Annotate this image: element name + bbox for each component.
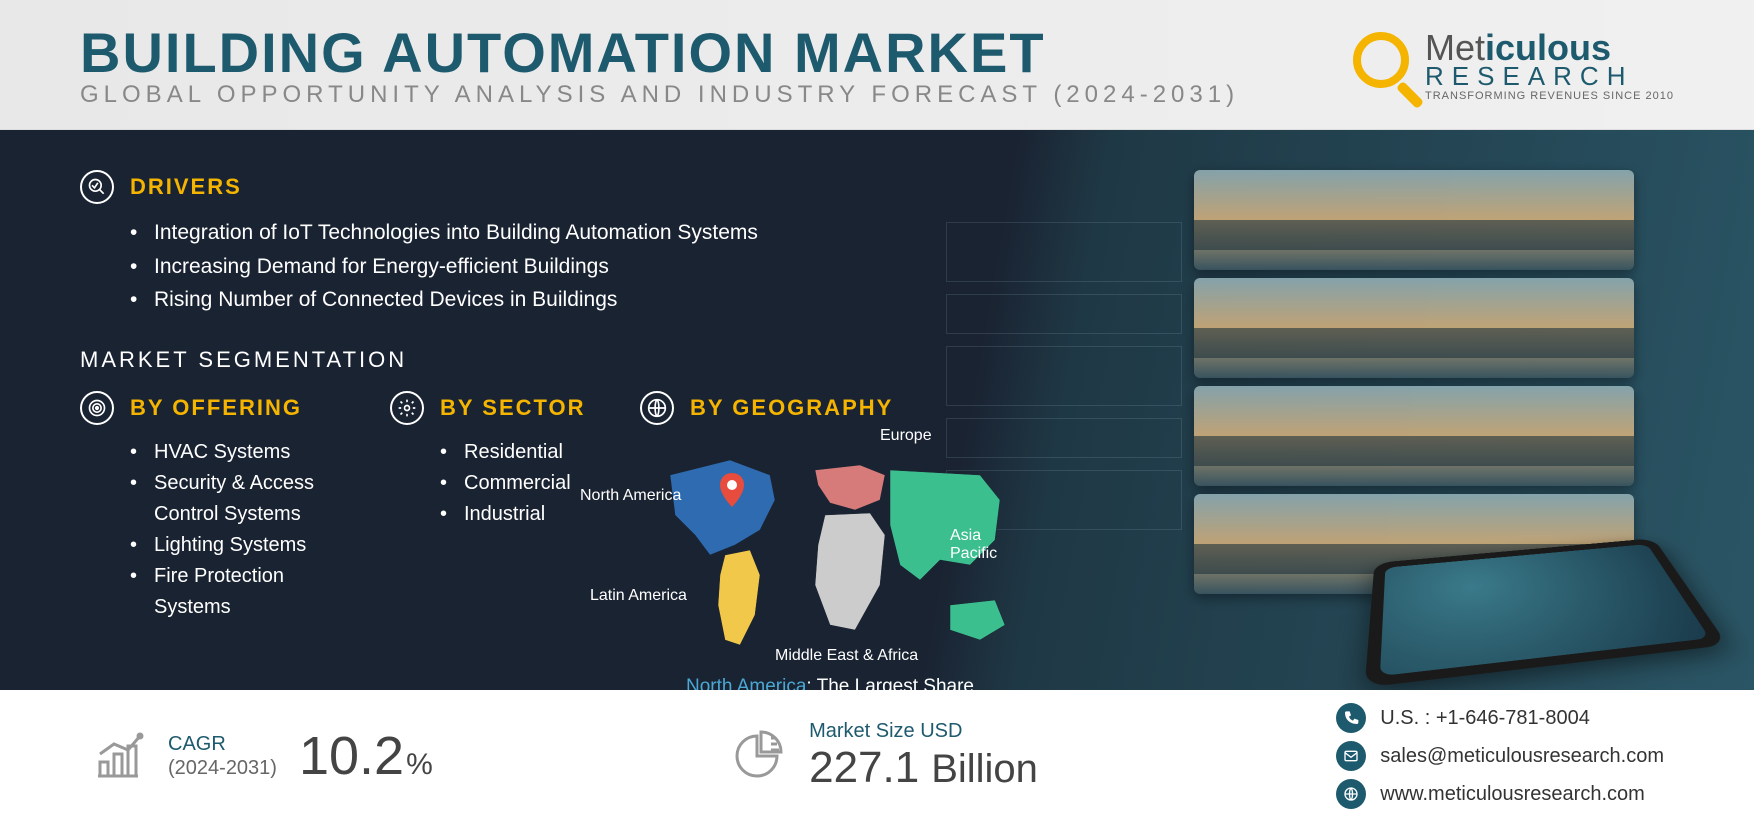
logo-text-bottom: RESEARCH (1425, 61, 1674, 92)
gear-icon (390, 391, 424, 425)
segment-title: BY SECTOR (440, 395, 586, 421)
segment-sector: BY SECTOR Residential Commercial Industr… (390, 391, 590, 690)
map-label: Europe (880, 427, 932, 445)
page-subtitle: GLOBAL OPPORTUNITY ANALYSIS AND INDUSTRY… (80, 81, 1239, 109)
map-label: Latin America (590, 587, 687, 605)
globe-icon (640, 391, 674, 425)
brand-logo: Meticulous RESEARCH TRANSFORMING REVENUE… (1351, 27, 1674, 102)
analysis-icon (80, 170, 114, 204)
main-panel: DRIVERS Integration of IoT Technologies … (0, 130, 1754, 690)
map-label: Asia Pacific (950, 527, 1020, 563)
contact-email: sales@meticulousresearch.com (1336, 741, 1664, 771)
page-title: BUILDING AUTOMATION MARKET (80, 20, 1239, 85)
size-value: 227.1 (809, 743, 919, 793)
region-north-america (670, 460, 775, 555)
cagr-value: 10.2% (299, 725, 433, 787)
cagr-label: CAGR (168, 732, 277, 756)
segment-item: Fire Protection Systems (130, 561, 340, 623)
segment-title: BY OFFERING (130, 395, 302, 421)
phone-icon (1336, 703, 1366, 733)
target-icon (80, 391, 114, 425)
map-label: North America (580, 487, 681, 505)
region-latin-america (718, 550, 760, 645)
region-oceania (950, 600, 1005, 640)
header: BUILDING AUTOMATION MARKET GLOBAL OPPORT… (0, 0, 1754, 130)
segment-item: HVAC Systems (130, 437, 340, 468)
segment-item: Industrial (440, 499, 590, 530)
driver-item: Increasing Demand for Energy-efficient B… (130, 250, 1674, 284)
drivers-list: Integration of IoT Technologies into Bui… (130, 216, 1674, 317)
segment-offering: BY OFFERING HVAC Systems Security & Acce… (80, 391, 340, 690)
driver-item: Rising Number of Connected Devices in Bu… (130, 283, 1674, 317)
region-asia-pacific (890, 470, 1000, 580)
map-caption: North America: The Largest Share (640, 676, 1020, 690)
email-icon (1336, 741, 1366, 771)
pie-chart-icon (731, 728, 787, 784)
world-map: North America Europe Asia Pacific Latin … (640, 437, 1020, 690)
map-label: Middle East & Africa (775, 647, 918, 665)
driver-item: Integration of IoT Technologies into Bui… (130, 216, 1674, 250)
market-size-stat: Market Size USD 227.1 Billion (731, 719, 1038, 793)
contact-phone: U.S. : +1-646-781-8004 (1336, 703, 1664, 733)
contact-web: www.meticulousresearch.com (1336, 779, 1664, 809)
region-europe (815, 465, 885, 510)
footer: CAGR (2024-2031) 10.2% Market Size USD 2… (0, 690, 1754, 822)
size-label: Market Size USD (809, 719, 1038, 743)
contact-block: U.S. : +1-646-781-8004 sales@meticulousr… (1336, 703, 1664, 809)
size-unit: Billion (931, 747, 1038, 792)
segment-item: Residential (440, 437, 590, 468)
bar-chart-icon (90, 728, 146, 784)
magnifier-icon (1351, 30, 1421, 100)
logo-tagline: TRANSFORMING REVENUES SINCE 2010 (1425, 90, 1674, 102)
segment-item: Security & Access Control Systems (130, 468, 340, 530)
drivers-title: DRIVERS (130, 174, 242, 200)
segment-item: Commercial (440, 468, 590, 499)
cagr-period: (2024-2031) (168, 756, 277, 780)
segment-item: Lighting Systems (130, 530, 340, 561)
segment-title: BY GEOGRAPHY (690, 395, 893, 421)
title-block: BUILDING AUTOMATION MARKET GLOBAL OPPORT… (80, 20, 1239, 109)
cagr-stat: CAGR (2024-2031) 10.2% (90, 725, 433, 787)
web-icon (1336, 779, 1366, 809)
region-mea (815, 513, 885, 630)
